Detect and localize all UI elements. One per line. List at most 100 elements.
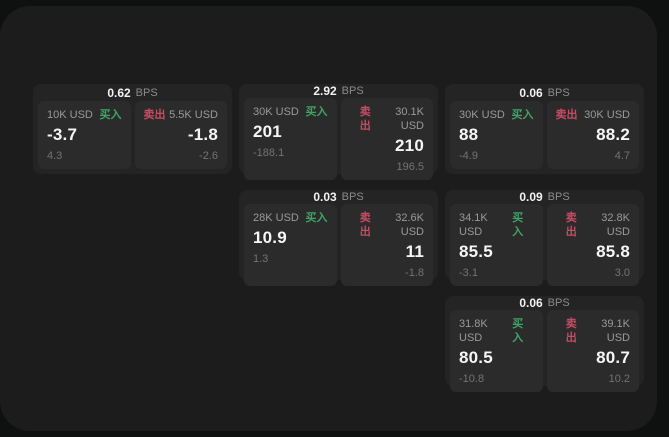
quote-card: 0.03 BPS 28K USD 买入 10.9 1.3 卖出 32.6K US… — [239, 190, 438, 286]
buy-tag: 买入 — [511, 109, 534, 121]
bps-unit-label: BPS — [341, 191, 364, 203]
sell-price: 11 — [405, 242, 424, 261]
buy-notional: 34.1K USD — [459, 212, 488, 238]
quote-tiles: 10K USD 买入 -3.7 4.3 卖出 5.5K USD -1.8 -2.… — [38, 101, 227, 169]
sell-meta-row: 卖出 30K USD — [556, 108, 631, 122]
bps-unit-label: BPS — [547, 297, 570, 309]
buy-quote-tile[interactable]: 34.1K USD 买入 85.5 -3.1 — [450, 204, 543, 286]
buy-delta: 1.3 — [253, 253, 269, 265]
bps-unit-label: BPS — [547, 191, 570, 203]
buy-notional: 28K USD — [253, 212, 299, 224]
sell-meta-row: 卖出 39.1K USD — [556, 317, 630, 345]
buy-delta: -3.1 — [459, 267, 478, 279]
buy-delta: 4.3 — [47, 150, 63, 162]
buy-meta-row: 28K USD 买入 — [253, 211, 328, 225]
bps-value: 0.03 — [313, 190, 337, 204]
sell-meta-row: 卖出 32.8K USD — [556, 211, 630, 239]
quote-tiles: 30K USD 买入 201 -188.1 卖出 30.1K USD 210 1… — [244, 98, 433, 180]
buy-price: 85.5 — [459, 242, 493, 261]
bps-value: 0.09 — [519, 190, 543, 204]
sell-price: 85.8 — [596, 242, 630, 261]
bps-header: 0.09 BPS — [450, 190, 639, 204]
quote-grid: 0.62 BPS 10K USD 买入 -3.7 4.3 卖出 5.5K USD — [33, 84, 644, 392]
sell-quote-tile[interactable]: 卖出 39.1K USD 80.7 10.2 — [546, 310, 639, 392]
buy-notional: 31.8K USD — [459, 318, 488, 344]
buy-quote-tile[interactable]: 30K USD 买入 88 -4.9 — [450, 101, 543, 169]
quote-card: 0.09 BPS 34.1K USD 买入 85.5 -3.1 卖出 32.8K… — [445, 190, 644, 286]
buy-meta-row: 31.8K USD 买入 — [459, 317, 534, 345]
sell-tag: 卖出 — [143, 109, 166, 121]
sell-notional: 32.6K USD — [395, 212, 424, 238]
bps-value: 0.06 — [519, 85, 543, 100]
buy-notional: 10K USD — [47, 109, 93, 121]
sell-delta: 10.2 — [608, 373, 630, 385]
sell-delta: 3.0 — [614, 267, 630, 279]
quote-tiles: 34.1K USD 买入 85.5 -3.1 卖出 32.8K USD 85.8… — [450, 204, 639, 286]
sell-meta-row: 卖出 5.5K USD — [144, 108, 219, 122]
buy-delta: -4.9 — [459, 150, 478, 162]
buy-tag: 买入 — [305, 106, 328, 118]
sell-delta: -2.6 — [199, 150, 218, 162]
sell-quote-tile[interactable]: 卖出 30K USD 88.2 4.7 — [546, 101, 639, 169]
buy-notional: 30K USD — [459, 109, 505, 121]
buy-delta: -188.1 — [253, 147, 285, 159]
sell-price: 88.2 — [596, 125, 630, 144]
sell-meta-row: 卖出 30.1K USD — [350, 105, 424, 133]
quote-tiles: 28K USD 买入 10.9 1.3 卖出 32.6K USD 11 -1.8 — [244, 204, 433, 286]
quote-card: 0.06 BPS 31.8K USD 买入 80.5 -10.8 卖出 39.1… — [445, 296, 644, 392]
sell-delta: 4.7 — [614, 150, 630, 162]
bps-unit-label: BPS — [341, 85, 364, 97]
quote-board-window: 0.62 BPS 10K USD 买入 -3.7 4.3 卖出 5.5K USD — [0, 6, 657, 431]
sell-quote-tile[interactable]: 卖出 32.6K USD 11 -1.8 — [340, 204, 433, 286]
bps-header: 0.06 BPS — [450, 84, 639, 101]
buy-notional: 30K USD — [253, 106, 299, 118]
sell-notional: 39.1K USD — [601, 318, 630, 344]
sell-tag: 卖出 — [555, 109, 578, 121]
sell-price: 80.7 — [596, 348, 630, 367]
sell-tag: 卖出 — [565, 318, 577, 344]
buy-tag: 买入 — [512, 212, 524, 238]
quote-card: 0.62 BPS 10K USD 买入 -3.7 4.3 卖出 5.5K USD — [33, 84, 232, 174]
buy-quote-tile[interactable]: 10K USD 买入 -3.7 4.3 — [38, 101, 131, 169]
sell-quote-tile[interactable]: 卖出 32.8K USD 85.8 3.0 — [546, 204, 639, 286]
buy-tag: 买入 — [512, 318, 524, 344]
bps-header: 0.62 BPS — [38, 84, 227, 101]
sell-delta: -1.8 — [405, 267, 424, 279]
buy-price: 10.9 — [253, 228, 287, 247]
buy-price: 80.5 — [459, 348, 493, 367]
sell-notional: 5.5K USD — [169, 109, 218, 121]
sell-notional: 30.1K USD — [395, 106, 424, 132]
sell-tag: 卖出 — [359, 212, 371, 238]
quote-card: 0.06 BPS 30K USD 买入 88 -4.9 卖出 30K USD — [445, 84, 644, 174]
buy-quote-tile[interactable]: 31.8K USD 买入 80.5 -10.8 — [450, 310, 543, 392]
buy-meta-row: 34.1K USD 买入 — [459, 211, 534, 239]
sell-meta-row: 卖出 32.6K USD — [350, 211, 424, 239]
sell-price: 210 — [395, 136, 424, 155]
sell-notional: 30K USD — [584, 109, 630, 121]
bps-header: 2.92 BPS — [244, 84, 433, 98]
sell-delta: 196.5 — [396, 161, 424, 173]
bps-unit-label: BPS — [135, 86, 158, 99]
buy-quote-tile[interactable]: 30K USD 买入 201 -188.1 — [244, 98, 337, 180]
bps-unit-label: BPS — [547, 86, 570, 99]
sell-price: -1.8 — [187, 125, 218, 144]
buy-meta-row: 10K USD 买入 — [47, 108, 122, 122]
quote-card: 2.92 BPS 30K USD 买入 201 -188.1 卖出 30.1K … — [239, 84, 438, 180]
buy-quote-tile[interactable]: 28K USD 买入 10.9 1.3 — [244, 204, 337, 286]
bps-value: 0.06 — [519, 296, 543, 310]
sell-quote-tile[interactable]: 卖出 5.5K USD -1.8 -2.6 — [134, 101, 227, 169]
buy-price: -3.7 — [47, 125, 78, 144]
quote-tiles: 31.8K USD 买入 80.5 -10.8 卖出 39.1K USD 80.… — [450, 310, 639, 392]
sell-quote-tile[interactable]: 卖出 30.1K USD 210 196.5 — [340, 98, 433, 180]
buy-meta-row: 30K USD 买入 — [459, 108, 534, 122]
buy-tag: 买入 — [305, 212, 328, 224]
buy-delta: -10.8 — [459, 373, 485, 385]
quote-tiles: 30K USD 买入 88 -4.9 卖出 30K USD 88.2 4.7 — [450, 101, 639, 169]
bps-value: 2.92 — [313, 84, 337, 98]
buy-tag: 买入 — [99, 109, 122, 121]
bps-header: 0.03 BPS — [244, 190, 433, 204]
bps-value: 0.62 — [107, 85, 131, 100]
buy-meta-row: 30K USD 买入 — [253, 105, 328, 119]
sell-notional: 32.8K USD — [601, 212, 630, 238]
sell-tag: 卖出 — [359, 106, 371, 132]
